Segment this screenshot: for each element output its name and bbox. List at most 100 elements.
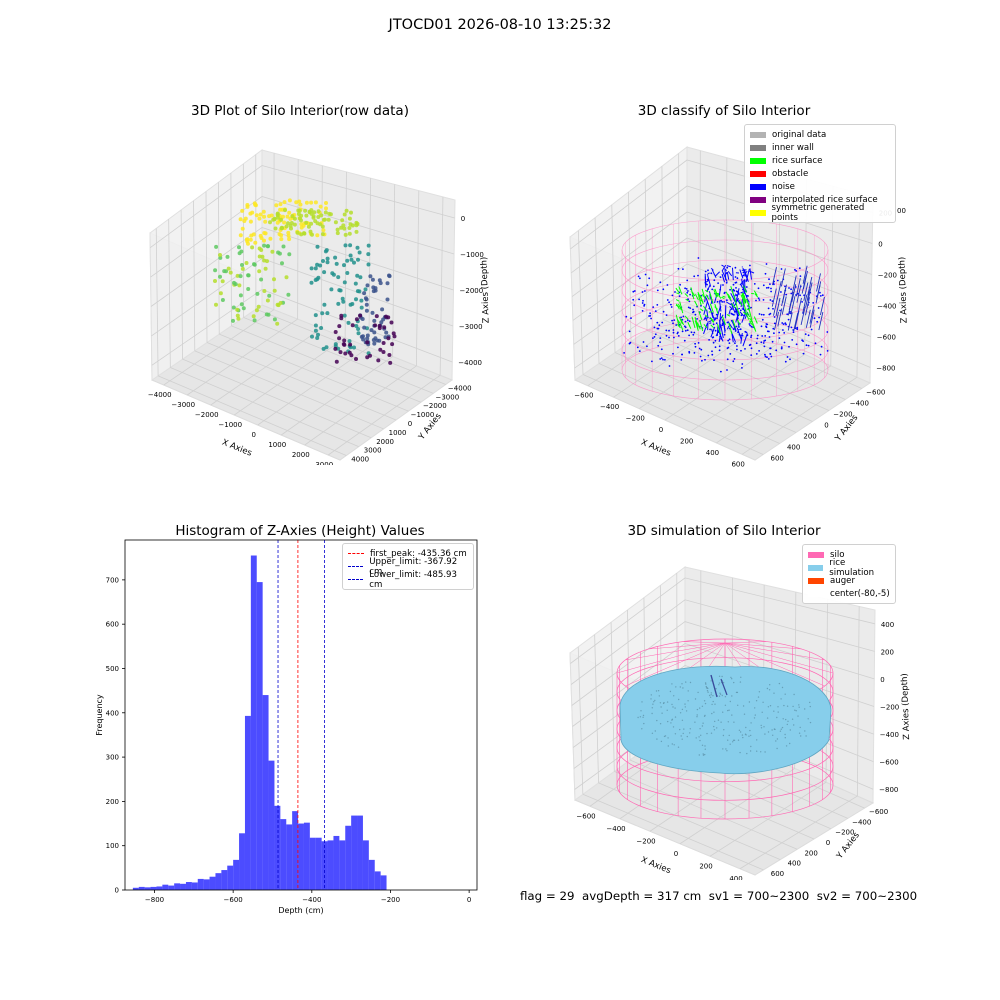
auger-line bbox=[710, 674, 718, 698]
noise-point bbox=[718, 332, 722, 343]
noise-point bbox=[739, 311, 745, 317]
data-point bbox=[225, 254, 230, 259]
noise-point bbox=[692, 311, 694, 314]
data-point bbox=[352, 345, 356, 350]
noise-point bbox=[651, 360, 653, 363]
data-point bbox=[284, 275, 289, 280]
noise-point bbox=[771, 288, 777, 307]
rice-surface-point bbox=[676, 292, 680, 295]
data-point bbox=[253, 240, 258, 245]
noise-point bbox=[786, 356, 789, 358]
data-point bbox=[252, 201, 257, 206]
noise-point bbox=[726, 266, 729, 269]
noise-point bbox=[768, 313, 771, 316]
noise-point bbox=[738, 334, 744, 337]
data-point bbox=[235, 273, 240, 278]
y-tick-label: 100 bbox=[106, 842, 119, 850]
noise-point bbox=[668, 301, 670, 304]
rice-mesh-point bbox=[787, 720, 789, 722]
legend-label: auger bbox=[830, 575, 855, 586]
x-tick-label: −4000 bbox=[148, 391, 172, 399]
rice-mesh-point bbox=[748, 701, 751, 703]
noise-point bbox=[750, 347, 753, 350]
data-point bbox=[292, 216, 297, 221]
noise-point bbox=[715, 313, 718, 316]
noise-point bbox=[736, 317, 740, 327]
data-point bbox=[272, 288, 277, 293]
data-point bbox=[313, 323, 318, 328]
data-point bbox=[357, 289, 362, 294]
noise-point bbox=[704, 358, 706, 361]
z-tick-label: −400 bbox=[880, 731, 899, 739]
rice-mesh-point bbox=[685, 710, 688, 712]
noise-point bbox=[732, 283, 735, 286]
data-point bbox=[257, 269, 262, 274]
x-tick-label: 400 bbox=[706, 449, 719, 457]
noise-point bbox=[665, 329, 668, 332]
y-tick-label: 2000 bbox=[376, 438, 394, 446]
x-tick-label: −200 bbox=[381, 896, 400, 904]
data-point bbox=[355, 245, 360, 250]
data-point bbox=[381, 350, 386, 354]
panel3-legend: first_peak: -435.36 cm Upper_limit: -367.… bbox=[342, 543, 474, 590]
data-point bbox=[374, 314, 379, 319]
noise-point bbox=[730, 312, 736, 316]
noise-point bbox=[693, 331, 696, 334]
data-point bbox=[366, 252, 371, 257]
rice-mesh-point bbox=[705, 683, 707, 685]
rice-mesh-point bbox=[758, 691, 761, 693]
rice-surface-point bbox=[675, 299, 680, 302]
noise-point bbox=[728, 309, 731, 315]
noise-point bbox=[764, 355, 767, 358]
noise-point bbox=[681, 318, 684, 321]
noise-point bbox=[657, 344, 660, 347]
rice-surface-point bbox=[746, 300, 751, 310]
x-tick-label: 1000 bbox=[268, 441, 286, 449]
data-point bbox=[252, 262, 257, 267]
z-tick-label: 0 bbox=[461, 215, 465, 223]
rice-surface-point bbox=[697, 291, 702, 299]
rice-mesh-point bbox=[674, 707, 676, 709]
histogram-bar bbox=[327, 840, 334, 890]
rice-mesh-point bbox=[724, 704, 727, 706]
data-point bbox=[341, 223, 346, 228]
rice-mesh-point bbox=[672, 706, 674, 708]
rice-mesh-point bbox=[739, 731, 742, 733]
rice-mesh-point bbox=[809, 701, 811, 704]
noise-point bbox=[735, 287, 737, 289]
data-point bbox=[237, 283, 242, 288]
noise-point bbox=[629, 341, 632, 344]
noise-point bbox=[802, 265, 808, 284]
noise-point bbox=[633, 304, 636, 307]
noise-point bbox=[791, 284, 797, 303]
legend-entry: auger bbox=[808, 574, 890, 587]
noise-point bbox=[659, 358, 662, 360]
rice-mesh-point bbox=[791, 718, 794, 720]
data-point bbox=[260, 254, 265, 259]
data-point bbox=[354, 223, 359, 228]
rice-mesh-point bbox=[792, 705, 794, 708]
noise-point bbox=[707, 269, 709, 272]
rice-mesh-point bbox=[780, 698, 782, 700]
noise-point bbox=[807, 282, 813, 301]
noise-point bbox=[826, 350, 829, 352]
data-point bbox=[263, 266, 268, 271]
noise-point bbox=[660, 357, 663, 359]
data-point bbox=[320, 311, 325, 316]
rice-mesh-point bbox=[651, 712, 653, 715]
rice-surface-point bbox=[684, 315, 689, 320]
data-point bbox=[370, 310, 375, 315]
noise-point bbox=[666, 299, 669, 301]
rice-mesh-point bbox=[704, 753, 706, 756]
rice-mesh-point bbox=[771, 729, 773, 731]
noise-point bbox=[712, 285, 715, 288]
legend-swatch bbox=[750, 170, 766, 177]
data-point bbox=[248, 237, 253, 242]
noise-point bbox=[762, 313, 765, 316]
noise-point bbox=[704, 273, 707, 288]
x-tick-label: 0 bbox=[467, 896, 471, 904]
noise-point bbox=[819, 295, 822, 297]
noise-point bbox=[721, 301, 724, 303]
data-point bbox=[385, 297, 390, 302]
data-point bbox=[254, 308, 259, 313]
